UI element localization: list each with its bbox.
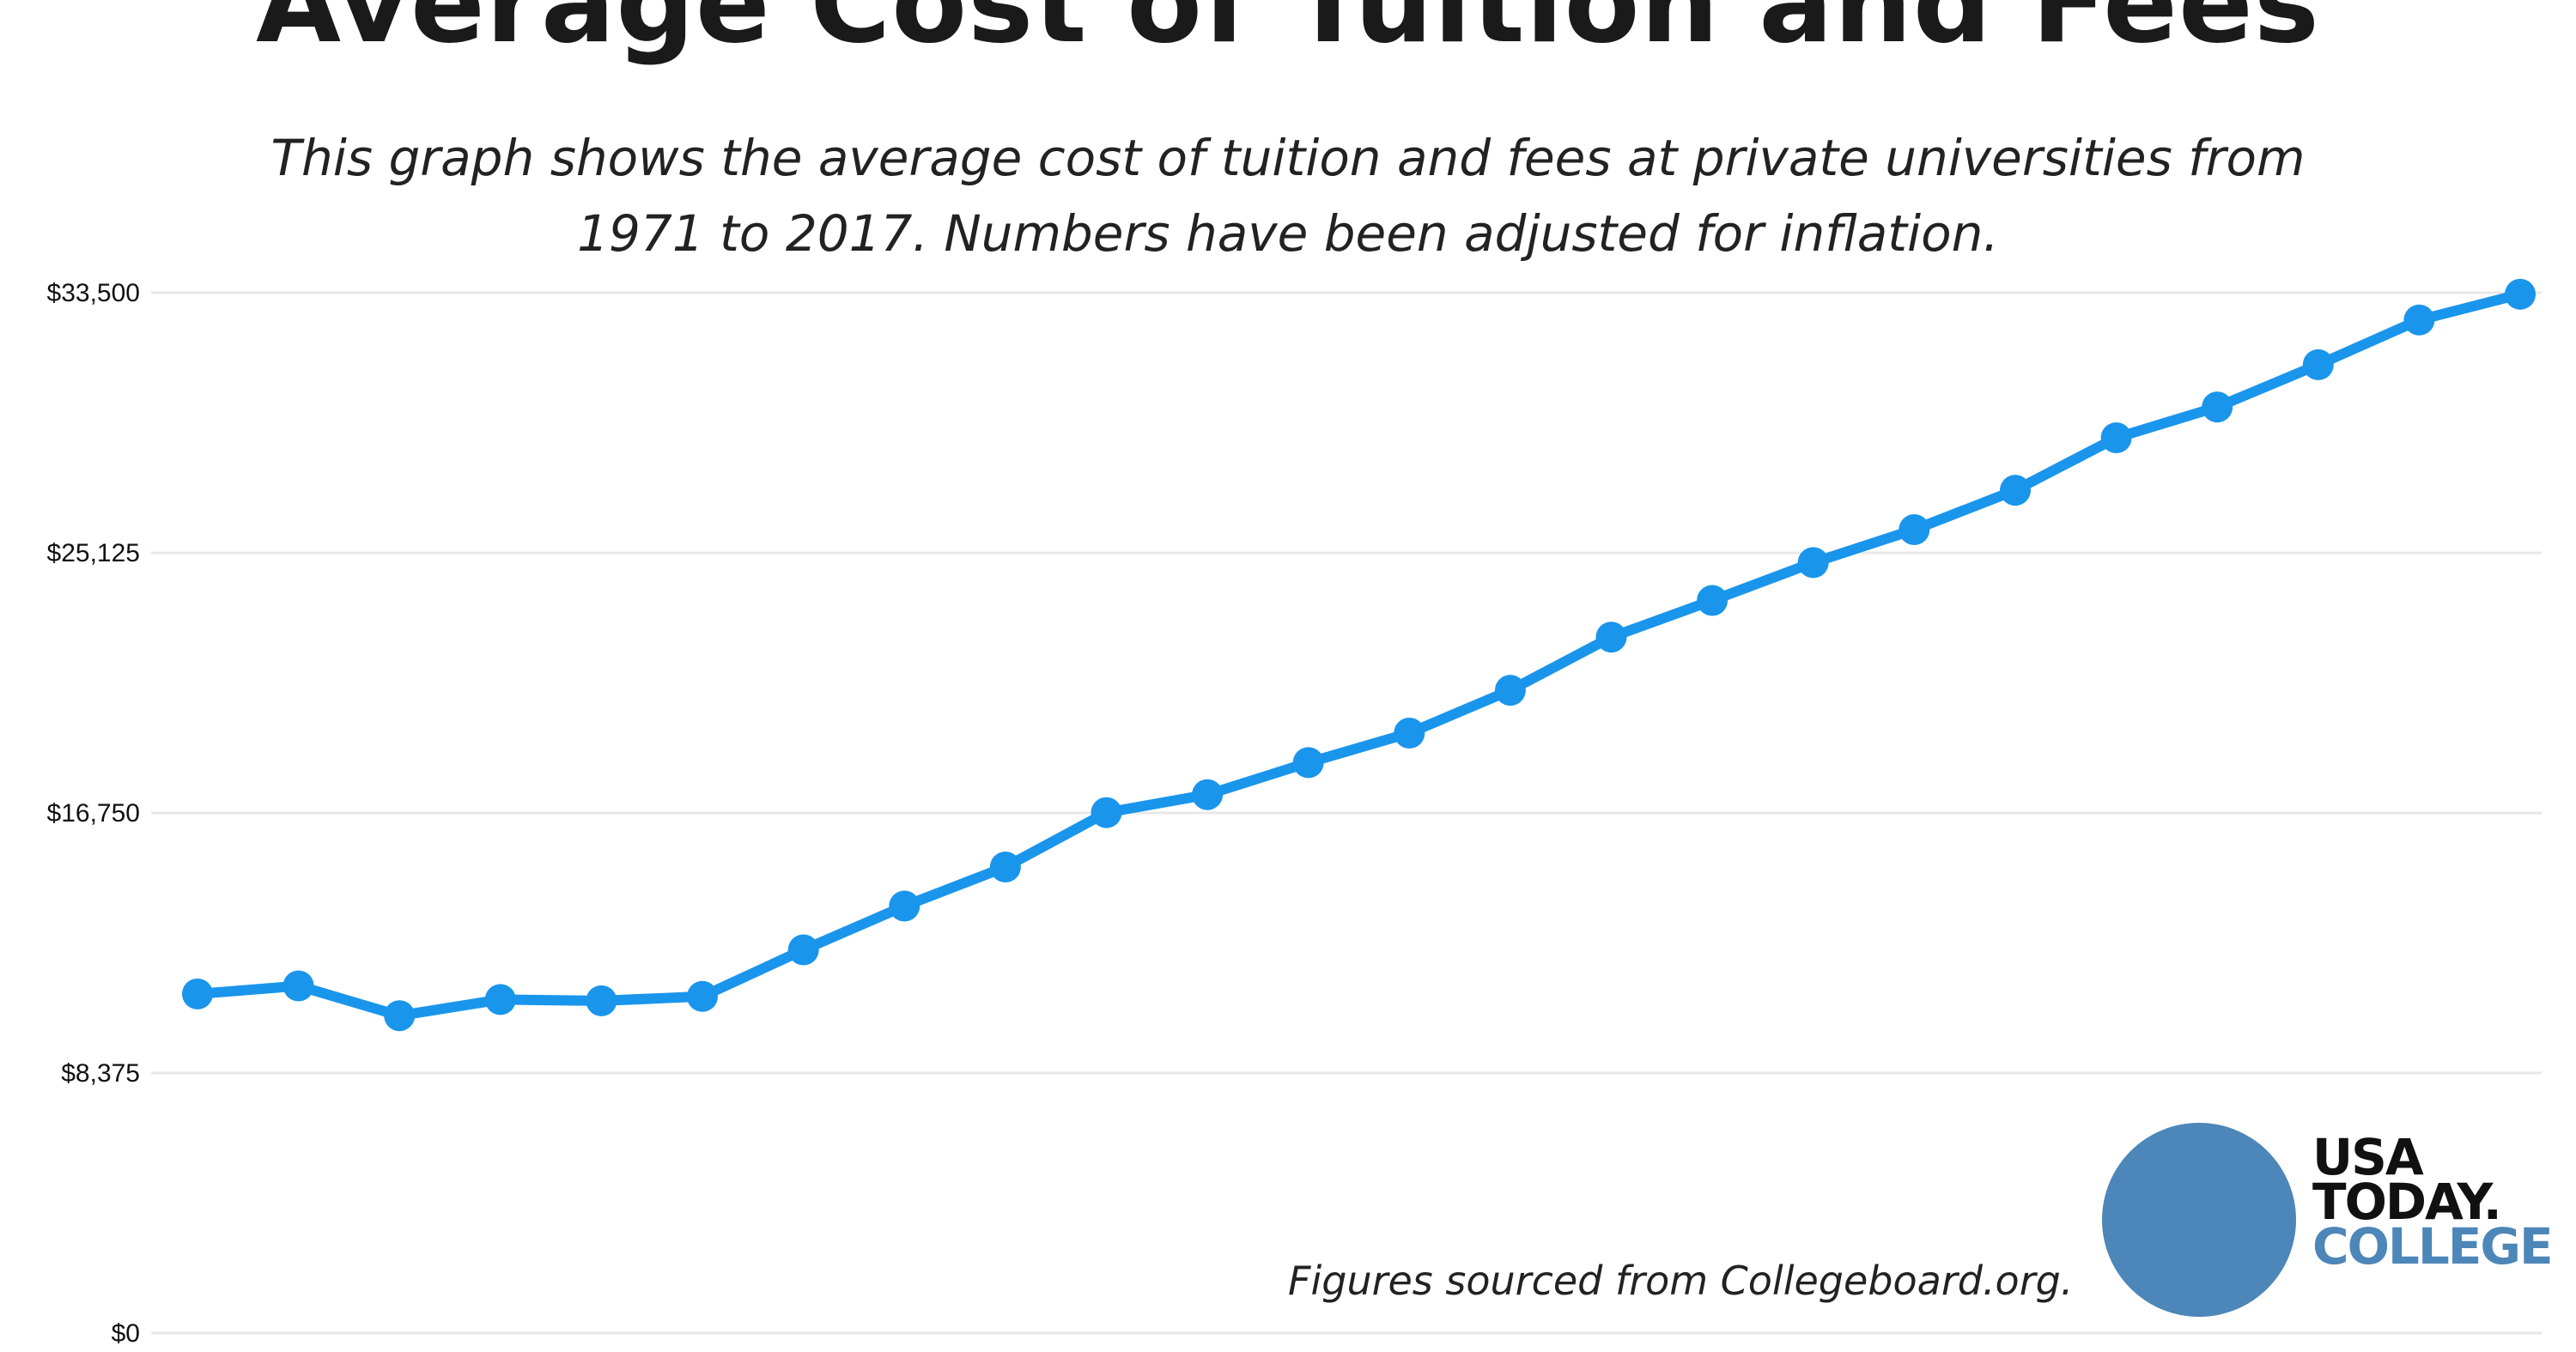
usa-today-college-logo: USA TODAY. COLLEGE	[2312, 1128, 2554, 1276]
gridlines	[151, 291, 2542, 1335]
data-point	[2000, 475, 2031, 506]
chart-title: Average Cost of Tuition and Fees	[256, 0, 2320, 68]
data-point	[1192, 779, 1224, 810]
data-point	[586, 985, 617, 1016]
data-point	[989, 852, 1021, 882]
logo-line-today: TODAY.	[2312, 1173, 2502, 1231]
data-point	[889, 890, 920, 922]
y-tick-label: $16,750	[47, 799, 140, 828]
data-point	[384, 1000, 416, 1032]
subtitle-line-2: 1971 to 2017. Numbers have been adjusted…	[577, 204, 1999, 263]
y-tick-label: $8,375	[61, 1059, 140, 1088]
data-points	[182, 278, 2536, 1032]
data-point	[1394, 718, 1425, 749]
data-point	[2403, 304, 2435, 336]
data-point	[2100, 422, 2132, 453]
source-note: Figures sourced from Collegeboard.org.	[1288, 1258, 2074, 1304]
y-tick-label: $33,500	[47, 279, 140, 307]
usa-today-college-logo-circle	[2102, 1123, 2296, 1317]
chart-subtitle: This graph shows the average cost of tui…	[258, 120, 2318, 271]
series-line	[192, 288, 2525, 1022]
data-point	[1899, 514, 1930, 545]
y-tick-label: $0	[112, 1319, 140, 1348]
data-point	[787, 934, 819, 966]
subtitle-line-1: This graph shows the average cost of tui…	[270, 129, 2306, 187]
data-point	[1697, 585, 1728, 616]
data-point	[1091, 797, 1122, 828]
data-point	[182, 978, 213, 1009]
y-tick-label: $25,125	[47, 539, 140, 567]
data-point	[1494, 675, 1526, 706]
data-point	[1595, 621, 1627, 653]
data-point	[484, 984, 516, 1016]
data-point	[1292, 747, 1324, 779]
data-point	[2202, 391, 2233, 423]
data-point	[2302, 349, 2334, 380]
logo-line-usa: USA	[2312, 1128, 2424, 1186]
data-point	[283, 970, 314, 1002]
logo-line-college: COLLEGE	[2312, 1217, 2554, 1276]
tuition-series-line	[192, 288, 2525, 1022]
data-point	[2505, 278, 2536, 310]
data-point	[687, 980, 718, 1012]
y-axis-ticks: $0 $8,375 $16,750 $25,125 $33,500	[47, 279, 140, 1348]
data-point	[1797, 547, 1829, 579]
